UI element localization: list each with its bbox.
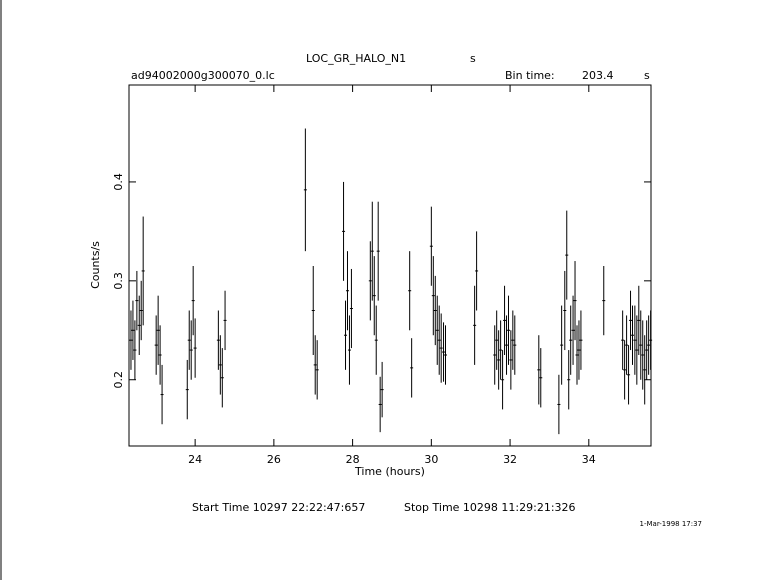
chart-title: LOC_GR_HALO_N1: [306, 52, 406, 65]
x-tick-label: 28: [346, 453, 360, 466]
x-tick-label: 34: [582, 453, 596, 466]
y-axis-label: Counts/s: [89, 241, 102, 289]
bin-time-label: Bin time:: [505, 69, 555, 82]
start-time: Start Time 10297 22:22:47:657: [192, 501, 365, 514]
y-tick-label: 0.2: [112, 371, 125, 389]
date-stamp: 1-Mar-1998 17:37: [640, 520, 702, 528]
x-tick-label: 32: [503, 453, 517, 466]
x-tick-label: 26: [267, 453, 281, 466]
x-tick-label: 24: [188, 453, 202, 466]
x-tick-label: 30: [424, 453, 438, 466]
plot-frame: [128, 84, 652, 447]
bin-time-unit: s: [644, 69, 650, 82]
file-name: ad94002000g300070_0.lc: [131, 69, 275, 82]
y-tick-label: 0.3: [112, 272, 125, 290]
x-axis-label: Time (hours): [354, 465, 425, 478]
stop-time: Stop Time 10298 11:29:21:326: [404, 501, 576, 514]
bin-time: 203.4: [582, 69, 614, 82]
y-tick-label: 0.4: [112, 173, 125, 191]
title-unit: s: [470, 52, 476, 65]
